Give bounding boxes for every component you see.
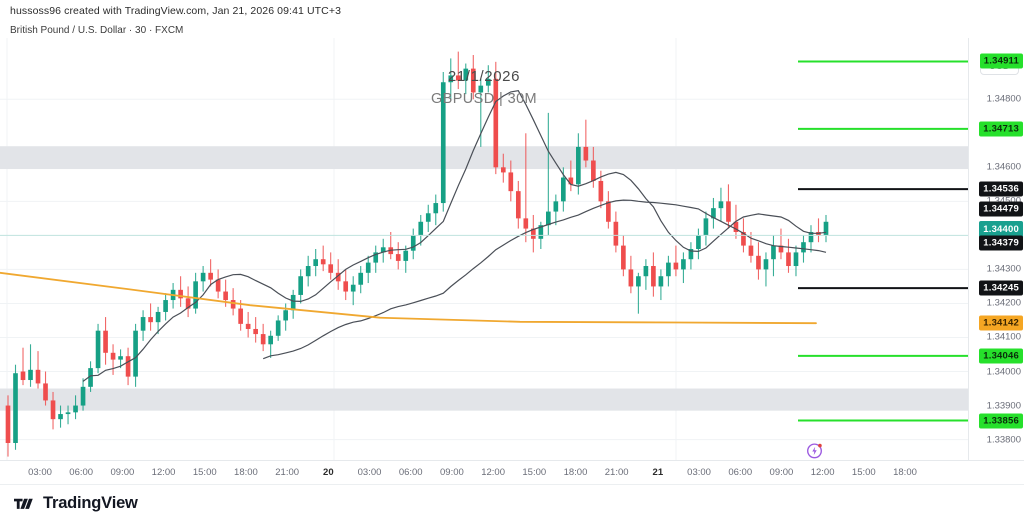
alert-lightning-icon[interactable] [806,442,823,459]
footer-bar [0,484,1024,523]
overlay-date: 21/1/2026 [447,68,521,85]
time-tick: 18:00 [234,467,258,478]
time-tick: 18:00 [893,467,917,478]
time-tick: 21 [652,467,664,478]
price-tick: 1.34200 [986,297,1021,309]
time-tick: 06:00 [398,467,423,478]
chart-canvas [0,38,968,460]
price-tick: 1.34800 [986,93,1021,105]
price-label-support-1[interactable]: 1.34046 [979,348,1023,364]
chart-plot-area[interactable]: 21/1/2026 GBPUSD | 30M [0,38,968,460]
time-tick: 21:00 [275,467,300,478]
price-tick: 1.34300 [986,263,1021,275]
time-axis[interactable]: 03:00 06:00 09:00 12:00 15:00 18:00 21:00 20 03:… [0,460,1024,485]
time-tick: 03:00 [357,467,382,478]
time-tick: 21:00 [604,467,629,478]
price-axis[interactable]: USD 1.348001.346001.345001.343001.342001… [968,38,1024,460]
price-label-ma-fast[interactable]: 1.34479 [979,201,1023,216]
price-label-ma-orange[interactable]: 1.34142 [979,315,1023,331]
tradingview-wordmark: TradingView [43,494,138,512]
time-tick: 15:00 [192,467,217,478]
price-label-ma-slow[interactable]: 1.34379 [979,235,1023,251]
time-tick: 15:00 [522,467,547,478]
time-tick: 09:00 [769,467,794,478]
time-tick: 15:00 [851,467,876,478]
price-label-resistance-1[interactable]: 1.34713 [979,121,1023,137]
time-tick: 09:00 [440,467,464,478]
attribution-text: hussoss96 created with TradingView.com, … [10,5,342,17]
overlay-symbol-timeframe: GBPUSD | 30M [430,91,538,107]
tradingview-mark-icon [14,498,33,509]
price-label-black-upper[interactable]: 1.34536 [979,181,1023,197]
price-tick: 1.34100 [986,331,1021,343]
time-tick: 09:00 [110,467,135,478]
time-tick: 03:00 [687,467,711,478]
price-label-black-lower[interactable]: 1.34245 [979,280,1023,296]
time-tick: 03:00 [28,467,52,478]
price-label-resistance-2[interactable]: 1.34911 [979,53,1023,69]
price-tick: 1.33900 [986,400,1021,412]
time-tick: 06:00 [728,467,753,478]
price-tick: 1.33800 [986,434,1021,446]
time-tick: 12:00 [810,467,835,478]
price-label-support-2[interactable]: 1.33856 [979,413,1023,429]
time-tick: 06:00 [69,467,94,478]
time-tick: 18:00 [563,467,588,478]
time-tick: 12:00 [481,467,505,478]
time-tick: 20 [323,467,334,478]
tradingview-logo[interactable]: TradingView [14,494,138,513]
symbol-description: British Pound / U.S. Dollar · 30 · FXCM [10,25,184,36]
time-tick: 12:00 [151,467,176,478]
price-tick: 1.34600 [986,161,1021,173]
price-tick: 1.34000 [986,366,1021,378]
